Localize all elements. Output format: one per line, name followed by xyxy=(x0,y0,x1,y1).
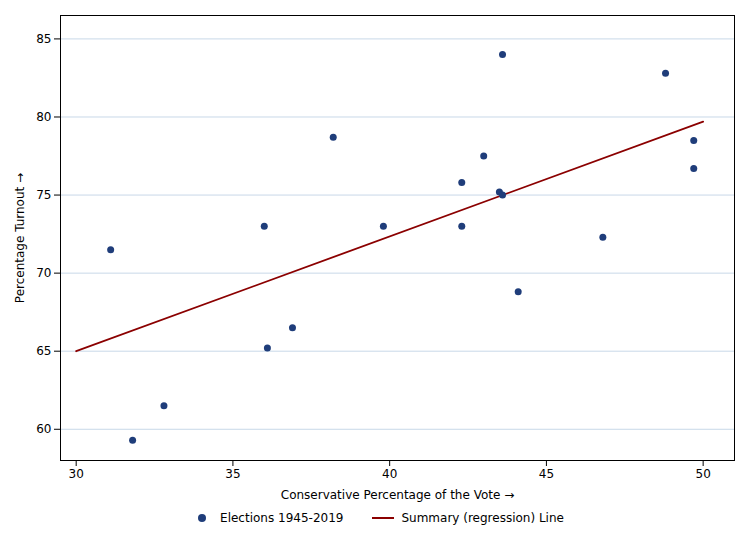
svg-text:30: 30 xyxy=(69,467,84,481)
svg-text:75: 75 xyxy=(36,188,51,202)
svg-text:Percentage Turnout →: Percentage Turnout → xyxy=(13,173,27,303)
svg-text:65: 65 xyxy=(36,344,51,358)
svg-text:35: 35 xyxy=(225,467,240,481)
html-text:Elections 1945-2019: Elections 1945-2019 xyxy=(220,511,344,525)
svg-text:50: 50 xyxy=(696,467,711,481)
svg-text:60: 60 xyxy=(36,422,51,436)
svg-text:85: 85 xyxy=(36,32,51,46)
html-text:Summary (regression) Line: Summary (regression) Line xyxy=(401,511,564,525)
svg-text:Conservative Percentage of the: Conservative Percentage of the Vote → xyxy=(281,488,514,502)
svg-text:70: 70 xyxy=(36,266,51,280)
svg-text:40: 40 xyxy=(382,467,397,481)
svg-text:80: 80 xyxy=(36,110,51,124)
svg-text:45: 45 xyxy=(539,467,554,481)
